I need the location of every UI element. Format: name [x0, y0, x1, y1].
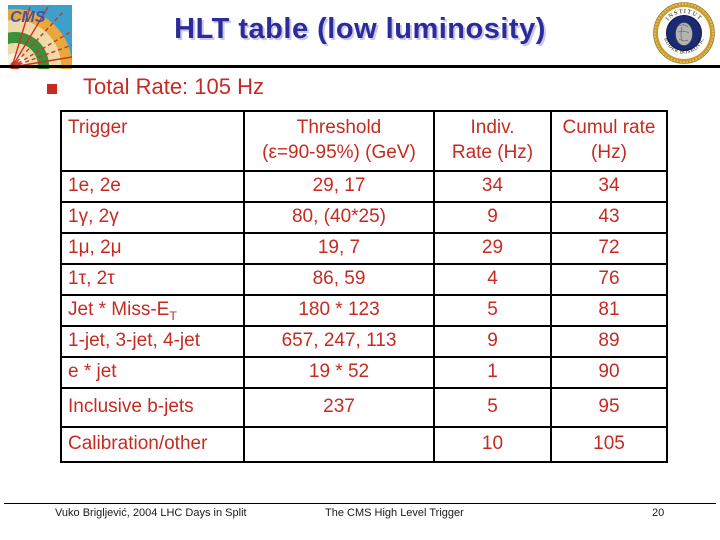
header-divider	[0, 65, 720, 68]
cumul-rate-cell: 76	[550, 263, 668, 296]
threshold-cell	[243, 426, 435, 463]
table-row: 1μ, 2μ 19, 7 29 72	[60, 232, 668, 265]
header-trigger: Trigger	[60, 110, 245, 172]
trigger-cell: 1μ, 2μ	[60, 232, 245, 265]
table-row: Calibration/other 10 105	[60, 426, 668, 463]
table-row: 1τ, 2τ 86, 59 4 76	[60, 263, 668, 296]
indiv-rate-cell: 34	[433, 170, 552, 203]
trigger-cell: Jet * Miss-ET	[60, 294, 245, 327]
trigger-rate-table: Trigger Threshold (ε=90-95%) (GeV) Indiv…	[60, 110, 668, 463]
cumul-rate-cell: 43	[550, 201, 668, 234]
footer-page-number: 20	[652, 507, 665, 519]
threshold-cell: 237	[243, 387, 435, 428]
header-indiv-rate: Indiv. Rate (Hz)	[433, 110, 552, 172]
footer-author: Vuko Brigljević, 2004 LHC Days in Split	[55, 507, 247, 519]
table-row: Inclusive b-jets 237 5 95	[60, 387, 668, 428]
trigger-cell: 1γ, 2γ	[60, 201, 245, 234]
trigger-cell-subscript: T	[169, 308, 177, 323]
threshold-cell: 19, 7	[243, 232, 435, 265]
table-row: Jet * Miss-ET 180 * 123 5 81	[60, 294, 668, 327]
page-title: HLT table (low luminosity)	[174, 13, 546, 45]
header-trigger-label: Trigger	[68, 117, 128, 138]
indiv-rate-cell: 4	[433, 263, 552, 296]
footer-divider	[4, 503, 716, 504]
header-indiv-line1: Indiv.	[470, 117, 515, 139]
header-cumul-line2: (Hz)	[591, 142, 627, 163]
header-threshold-line2: (ε=90-95%) (GeV)	[262, 142, 416, 163]
cumul-rate-cell: 90	[550, 356, 668, 389]
trigger-cell: Calibration/other	[60, 426, 245, 463]
cms-detector-rings: CMS	[8, 5, 72, 69]
threshold-cell: 86, 59	[243, 263, 435, 296]
trigger-cell: 1-jet, 3-jet, 4-jet	[60, 325, 245, 358]
bullet-square-icon	[47, 84, 57, 94]
indiv-rate-cell: 1	[433, 356, 552, 389]
table-row: 1γ, 2γ 80, (40*25) 9 43	[60, 201, 668, 234]
header-indiv-line2: Rate (Hz)	[451, 142, 534, 163]
trigger-cell: e * jet	[60, 356, 245, 389]
trigger-cell: Inclusive b-jets	[60, 387, 245, 428]
trigger-cell-text: Jet * Miss-E	[68, 298, 170, 320]
institute-seal-icon: INSTITUT RUĐER BOŠKOVIĆ	[653, 2, 715, 64]
table-header-row: Trigger Threshold (ε=90-95%) (GeV) Indiv…	[60, 110, 668, 172]
threshold-cell: 657, 247, 113	[243, 325, 435, 358]
cumul-rate-cell: 95	[550, 387, 668, 428]
indiv-rate-cell: 5	[433, 387, 552, 428]
cumul-rate-cell: 34	[550, 170, 668, 203]
indiv-rate-cell: 5	[433, 294, 552, 327]
indiv-rate-cell: 29	[433, 232, 552, 265]
table-row: 1e, 2e 29, 17 34 34	[60, 170, 668, 203]
indiv-rate-cell: 10	[433, 426, 552, 463]
indiv-rate-cell: 9	[433, 325, 552, 358]
threshold-cell: 80, (40*25)	[243, 201, 435, 234]
table-row: 1-jet, 3-jet, 4-jet 657, 247, 113 9 89	[60, 325, 668, 358]
header-cumul-line1: Cumul rate	[562, 117, 656, 139]
trigger-cell: 1e, 2e	[60, 170, 245, 203]
threshold-cell: 180 * 123	[243, 294, 435, 327]
total-rate-text: Total Rate: 105 Hz	[83, 74, 264, 99]
cumul-rate-cell: 81	[550, 294, 668, 327]
footer-talk-title: The CMS High Level Trigger	[325, 507, 464, 519]
threshold-cell: 29, 17	[243, 170, 435, 203]
cms-logo: CMS	[8, 5, 72, 69]
cms-logo-label: CMS	[10, 9, 46, 26]
threshold-cell: 19 * 52	[243, 356, 435, 389]
header-threshold-line1: Threshold	[296, 117, 382, 139]
cumul-rate-cell: 72	[550, 232, 668, 265]
trigger-cell: 1τ, 2τ	[60, 263, 245, 296]
cumul-rate-cell: 105	[550, 426, 668, 463]
cumul-rate-cell: 89	[550, 325, 668, 358]
header-cumul-rate: Cumul rate (Hz)	[550, 110, 668, 172]
indiv-rate-cell: 9	[433, 201, 552, 234]
header-threshold: Threshold (ε=90-95%) (GeV)	[243, 110, 435, 172]
table-row: e * jet 19 * 52 1 90	[60, 356, 668, 389]
